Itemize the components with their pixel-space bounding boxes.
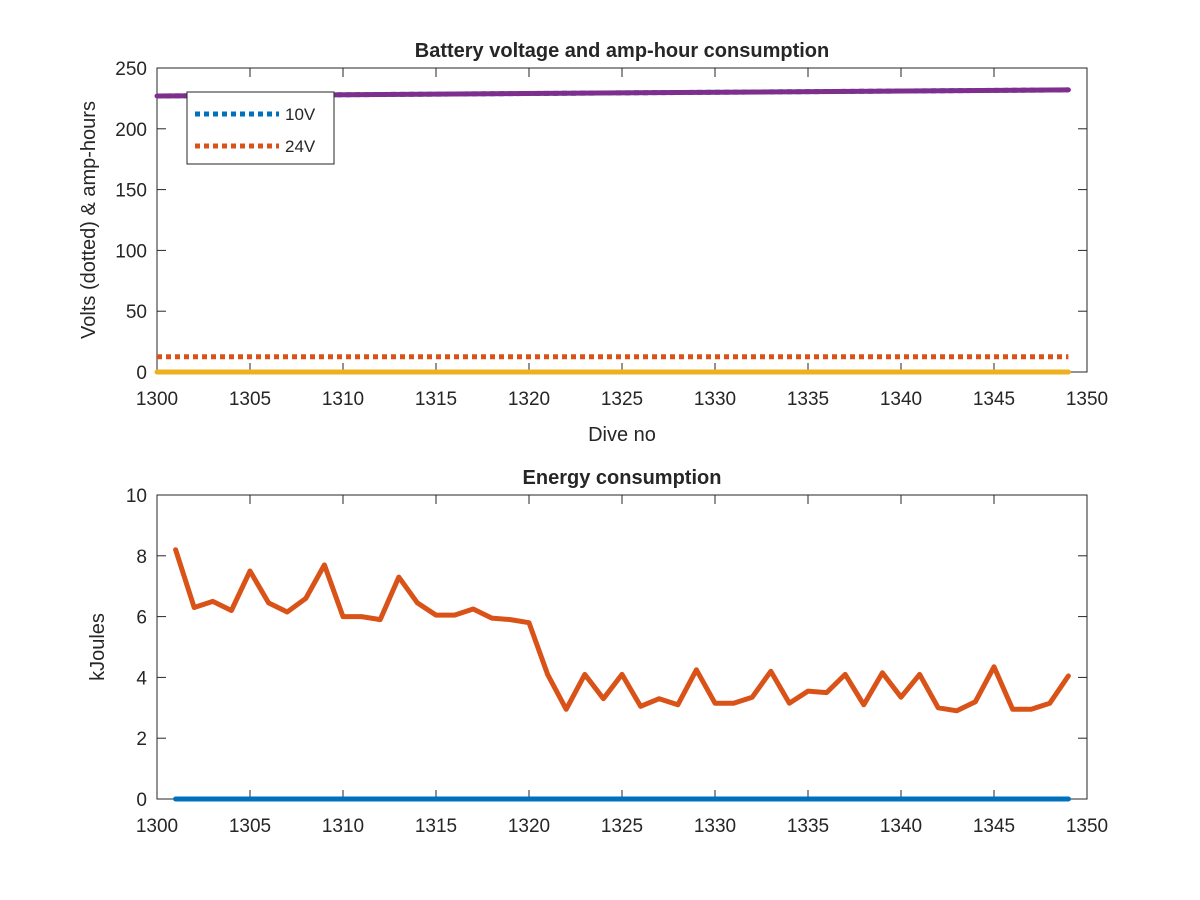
y-axis-label: Volts (dotted) & amp-hours	[78, 101, 100, 339]
x-tick-label: 1335	[787, 816, 829, 837]
y-tick-label: 0	[136, 363, 147, 384]
y-tick-label: 200	[115, 120, 147, 141]
x-tick-label: 1305	[229, 389, 271, 410]
x-tick-label: 1350	[1066, 389, 1108, 410]
x-tick-label: 1345	[973, 816, 1015, 837]
x-tick-label: 1330	[694, 816, 736, 837]
voltage-ah-chart: 1300 1305 1310 1315 1320 1325 1330 1335 1340 1345…	[78, 40, 1108, 446]
x-tick-label: 1300	[136, 389, 178, 410]
x-tick-label: 1330	[694, 389, 736, 410]
y-tick-label: 0	[136, 790, 147, 811]
x-tick-label: 1315	[415, 816, 457, 837]
x-tick-label: 1310	[322, 389, 364, 410]
y-tick-label: 2	[136, 729, 147, 750]
y-tick-label: 6	[136, 608, 147, 629]
y-tick-label: 4	[136, 668, 147, 689]
y-tick-label: 150	[115, 181, 147, 202]
x-tick-label: 1335	[787, 389, 829, 410]
x-axis-label: Dive no	[588, 424, 656, 446]
x-tick-label: 1305	[229, 816, 271, 837]
energy-chart: 1300 1305 1310 1315 1320 1325 1330 1335 1340 1345…	[87, 467, 1108, 837]
x-tick-label: 1325	[601, 816, 643, 837]
legend-box	[186, 91, 335, 165]
x-tick-label: 1325	[601, 389, 643, 410]
y-tick-label: 50	[126, 302, 147, 323]
x-tick-label: 1320	[508, 816, 550, 837]
x-tick-label: 1340	[880, 816, 922, 837]
x-tick-label: 1350	[1066, 816, 1108, 837]
x-tick-label: 1345	[973, 389, 1015, 410]
legend-label: 10V	[285, 105, 316, 124]
chart-title: Energy consumption	[523, 467, 722, 489]
axes-box	[156, 494, 1088, 800]
series-line-1	[173, 547, 1071, 714]
y-tick-label: 10	[126, 486, 147, 507]
x-tick-label: 1315	[415, 389, 457, 410]
y-axis-label: kJoules	[87, 613, 109, 681]
x-tick-label: 1320	[508, 389, 550, 410]
x-tick-label: 1340	[880, 389, 922, 410]
y-tick-label: 8	[136, 547, 147, 568]
x-tick-label: 1310	[322, 816, 364, 837]
legend-label: 24V	[285, 137, 316, 156]
y-tick-label: 250	[115, 59, 147, 80]
chart-title: Battery voltage and amp-hour consumption	[415, 40, 829, 62]
y-tick-label: 100	[115, 241, 147, 262]
x-tick-label: 1300	[136, 816, 178, 837]
